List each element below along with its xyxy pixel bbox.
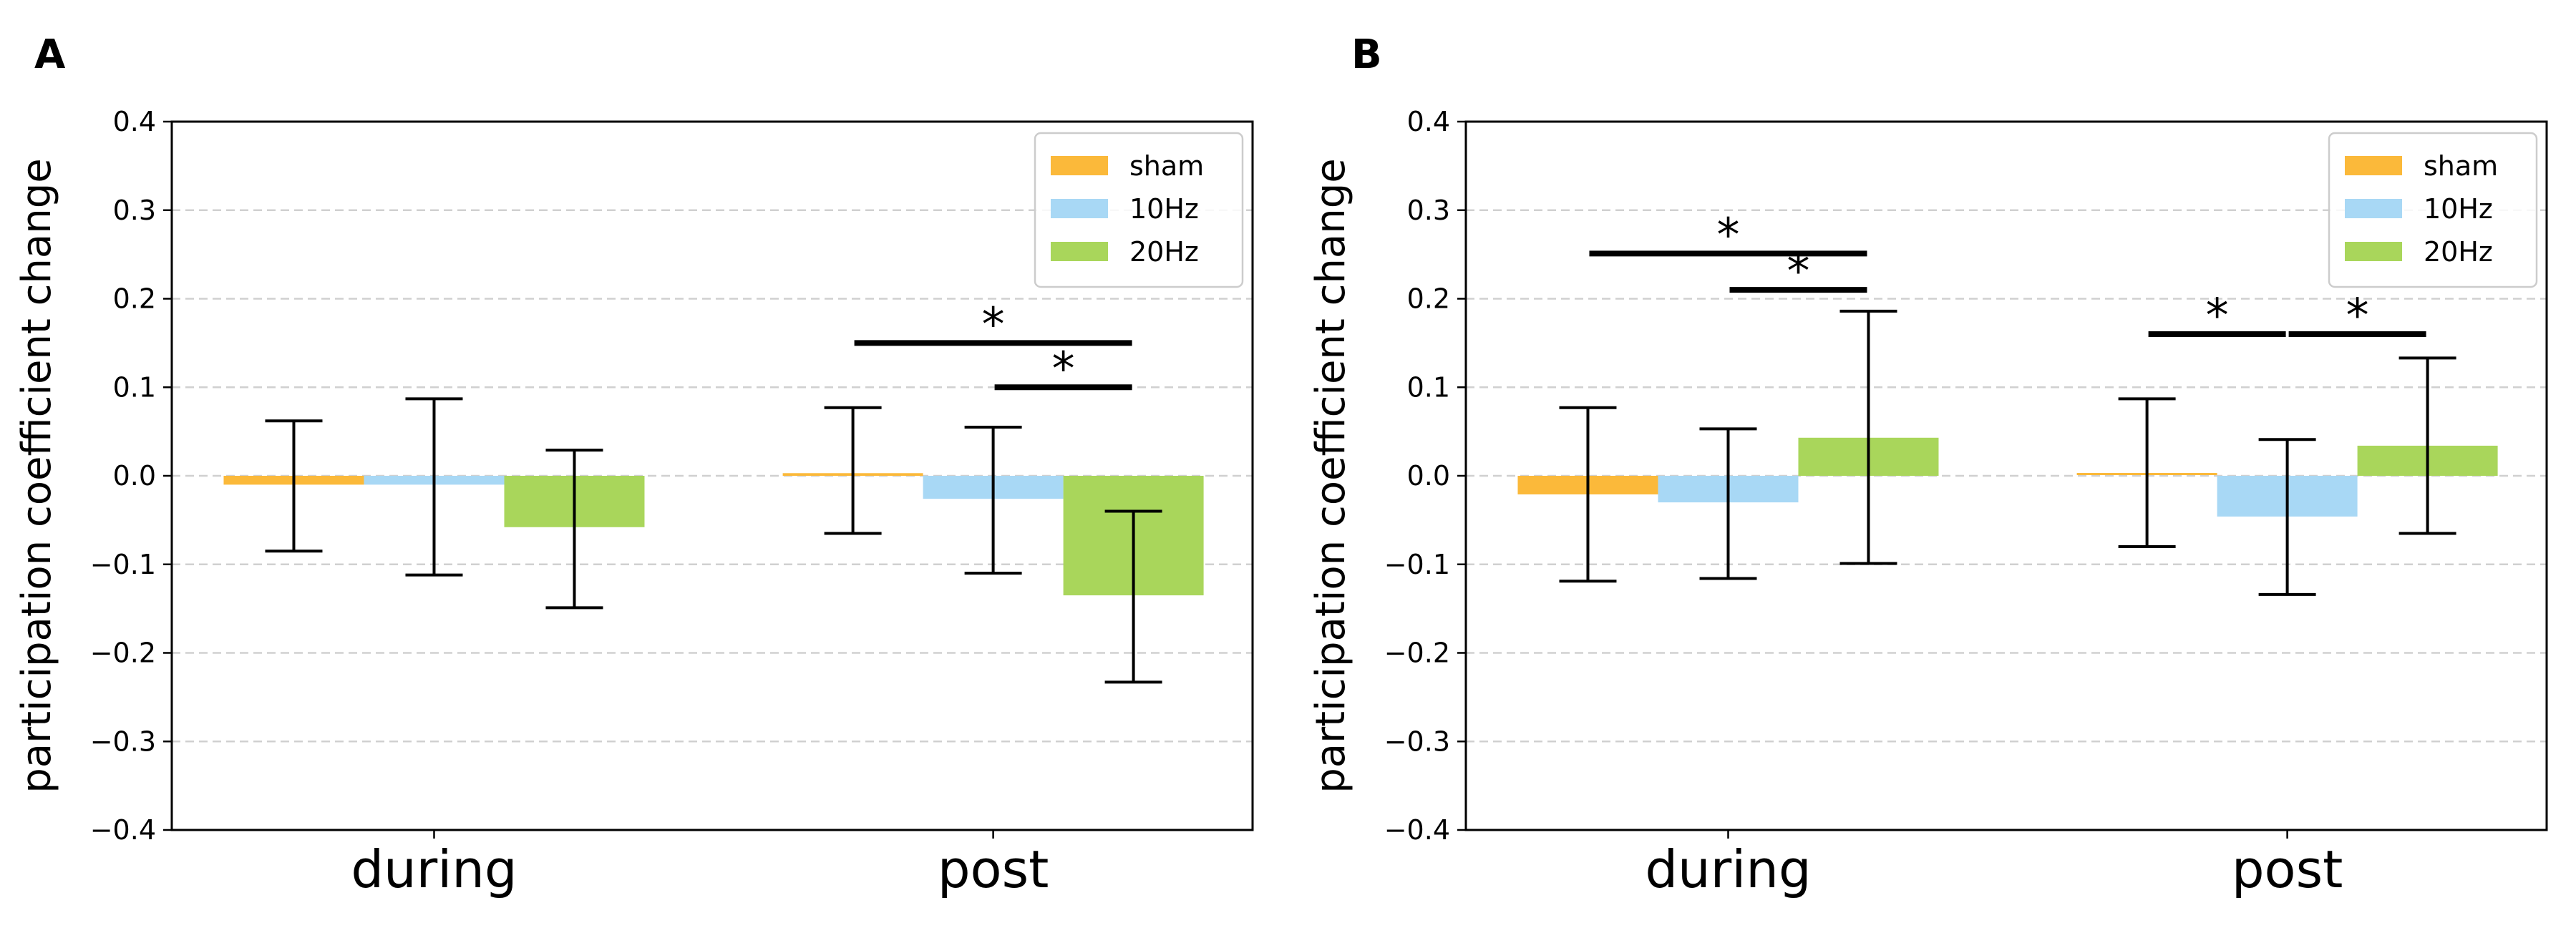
panel-label: B — [1351, 31, 1382, 78]
error-bar-20hz-post — [2398, 356, 2456, 535]
y-axis-label: participation coefficient change — [1308, 158, 1354, 793]
error-bar-10hz-post — [2258, 438, 2316, 596]
y-tick-label: −0.1 — [90, 549, 156, 580]
legend-label-10hz: 10Hz — [1129, 193, 1199, 225]
significance-star: * — [1787, 245, 1809, 298]
legend-label-sham: sham — [2424, 150, 2498, 182]
error-bar-20hz-during — [545, 449, 603, 610]
significance-star: * — [2206, 290, 2229, 343]
chart-panel-a: A −0.4 −0.3 −0.2 −0.1 0.0 0.1 0.2 0.3 0.4 * * during… — [14, 31, 1254, 899]
error-bar-10hz-during — [1699, 427, 1757, 580]
axes-frame — [1464, 120, 2548, 831]
y-tick-label: 0.1 — [113, 371, 156, 403]
error-bar-20hz-during — [1839, 309, 1897, 565]
y-tick-label: 0.3 — [113, 195, 156, 226]
error-bar-10hz-post — [964, 425, 1022, 575]
legend: sham 10Hz 20Hz — [2328, 132, 2538, 288]
x-category-label: during — [1645, 839, 1811, 899]
y-tick-label: −0.4 — [1384, 814, 1450, 846]
y-axis-label: participation coefficient change — [14, 158, 60, 793]
legend-swatch-10hz — [1051, 199, 1108, 218]
y-tick-label: −0.4 — [90, 814, 156, 846]
significance-star: * — [2346, 290, 2369, 343]
axes-frame — [170, 120, 1254, 831]
y-tick-label: −0.2 — [1384, 638, 1450, 669]
error-bar-10hz-during — [405, 397, 463, 577]
y-tick-label: −0.3 — [90, 726, 156, 757]
legend-swatch-10hz — [2345, 199, 2402, 218]
x-category-label: during — [351, 839, 517, 899]
legend-swatch-20hz — [1051, 242, 1108, 261]
error-bar-20hz-post — [1104, 509, 1162, 684]
y-tick-label: 0.1 — [1407, 371, 1450, 403]
significance-star: * — [1052, 343, 1075, 396]
significance-star: * — [982, 298, 1005, 351]
legend-label-sham: sham — [1129, 150, 1204, 182]
error-bar-sham-during — [1559, 406, 1617, 583]
y-tick-label: −0.2 — [90, 638, 156, 669]
legend: sham 10Hz 20Hz — [1034, 132, 1244, 288]
error-bar-sham-post — [2118, 397, 2176, 548]
legend-label-20hz: 20Hz — [2424, 236, 2493, 268]
y-tick-label: 0.4 — [1407, 106, 1450, 137]
y-tick-label: 0.4 — [113, 106, 156, 137]
legend-label-10hz: 10Hz — [2424, 193, 2493, 225]
error-bar-sham-post — [824, 406, 882, 535]
y-tick-label: 0.0 — [1407, 460, 1450, 492]
y-tick-label: −0.3 — [1384, 726, 1450, 757]
y-tick-label: 0.2 — [1407, 283, 1450, 315]
legend-label-20hz: 20Hz — [1129, 236, 1199, 268]
legend-swatch-20hz — [2345, 242, 2402, 261]
y-tick-label: 0.0 — [113, 460, 156, 492]
y-tick-label: −0.1 — [1384, 549, 1450, 580]
x-category-label: post — [2232, 839, 2343, 899]
y-tick-label: 0.3 — [1407, 195, 1450, 226]
legend-swatch-sham — [2345, 156, 2402, 175]
y-tick-label: 0.2 — [113, 283, 156, 315]
legend-swatch-sham — [1051, 156, 1108, 175]
significance-star: * — [1716, 209, 1739, 262]
x-category-label: post — [938, 839, 1049, 899]
chart-panel-b: B −0.4 −0.3 −0.2 −0.1 0.0 0.1 0.2 0.3 0.4 * * * * duri… — [1308, 31, 2548, 899]
panel-label: A — [34, 31, 66, 78]
error-bar-sham-during — [265, 419, 323, 553]
